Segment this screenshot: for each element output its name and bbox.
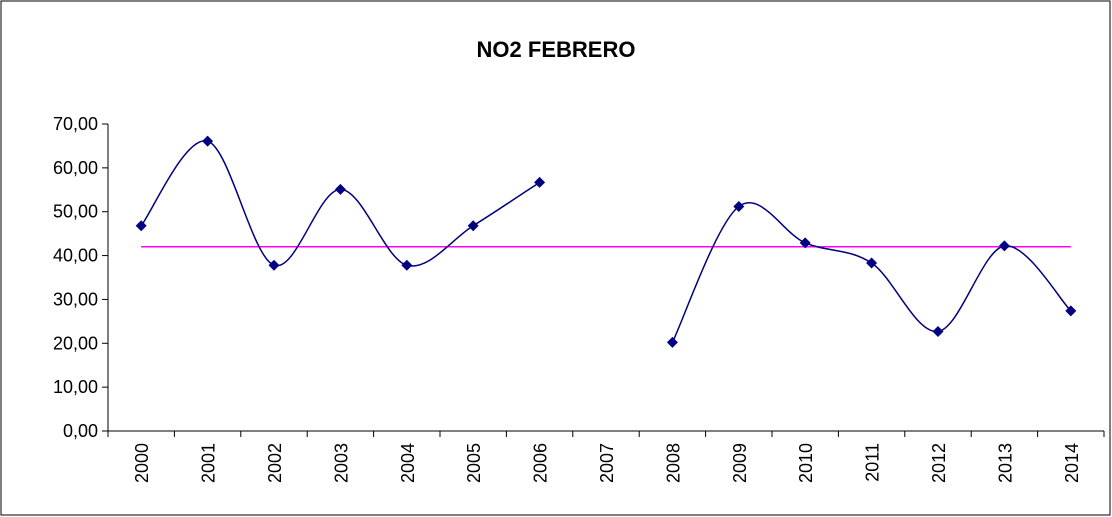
y-tick-label: 50,00 bbox=[53, 202, 98, 222]
y-tick-label: 70,00 bbox=[53, 114, 98, 134]
marker bbox=[1065, 305, 1077, 317]
marker bbox=[799, 237, 811, 249]
x-tick-label: 2014 bbox=[1062, 443, 1082, 483]
y-tick-label: 40,00 bbox=[53, 246, 98, 266]
x-tick-label: 2005 bbox=[464, 443, 484, 483]
x-tick-label: 2012 bbox=[929, 443, 949, 483]
marker bbox=[666, 336, 678, 348]
x-tick-label: 2009 bbox=[730, 443, 750, 483]
marker bbox=[733, 200, 745, 212]
marker bbox=[998, 240, 1010, 252]
marker bbox=[202, 135, 214, 147]
marker bbox=[268, 259, 280, 271]
x-tick-label: 2006 bbox=[531, 443, 551, 483]
marker bbox=[467, 220, 479, 232]
x-tick-label: 2002 bbox=[265, 443, 285, 483]
y-tick-label: 30,00 bbox=[53, 289, 98, 309]
x-tick-label: 2001 bbox=[199, 443, 219, 483]
marker bbox=[334, 183, 346, 195]
y-tick-label: 20,00 bbox=[53, 333, 98, 353]
marker bbox=[534, 176, 546, 188]
x-tick-label: 2004 bbox=[398, 443, 418, 483]
x-tick-label: 2007 bbox=[597, 443, 617, 483]
marker bbox=[932, 325, 944, 337]
y-tick-label: 60,00 bbox=[53, 158, 98, 178]
marker bbox=[866, 257, 878, 269]
chart-title: NO2 FEBRERO bbox=[477, 37, 636, 62]
y-tick-label: 10,00 bbox=[53, 377, 98, 397]
y-tick-label: 0,00 bbox=[63, 421, 98, 441]
x-tick-label: 2010 bbox=[796, 443, 816, 483]
marker bbox=[135, 220, 147, 232]
x-tick-label: 2013 bbox=[995, 443, 1015, 483]
x-tick-label: 2008 bbox=[663, 443, 683, 483]
x-tick-label: 2011 bbox=[863, 443, 883, 482]
x-tick-label: 2003 bbox=[331, 443, 351, 483]
x-tick-label: 2000 bbox=[132, 443, 152, 483]
marker bbox=[401, 259, 413, 271]
